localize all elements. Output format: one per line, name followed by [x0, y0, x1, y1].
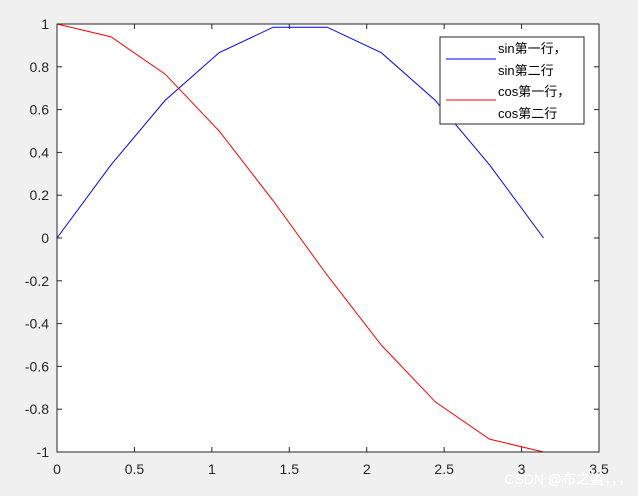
x-tick-label: 1 [208, 461, 216, 477]
x-tick-label: 0.5 [125, 461, 145, 477]
y-tick-label: -0.6 [25, 358, 49, 374]
y-tick-label: -0.4 [25, 316, 49, 332]
legend-cos-label-line1: cos第一行， [498, 84, 570, 99]
y-tick-label: 0.4 [30, 144, 50, 160]
series-layer [56, 23, 544, 453]
series-line-cos [56, 23, 544, 453]
y-tick-label: 0.6 [30, 102, 50, 118]
series-line-sin [56, 26, 544, 239]
y-tick-label: -0.2 [25, 273, 49, 289]
y-tick-label: 0.2 [30, 187, 50, 203]
watermark: CSDN @布之盗，，， [504, 471, 632, 487]
y-tick-label: -0.8 [25, 401, 49, 417]
legend: sin第一行， sin第二行 cos第一行， cos第二行 [439, 36, 585, 125]
x-tick-label: 0 [53, 461, 61, 477]
legend-cos-label-line2: cos第二行 [498, 106, 557, 121]
x-tick-label: 2.5 [434, 461, 454, 477]
x-tick-label: 3 [518, 461, 526, 477]
x-tick-label: 2 [363, 461, 371, 477]
x-tick-label: 1.5 [280, 461, 300, 477]
legend-box [439, 36, 585, 125]
y-tick-label: 0 [41, 230, 49, 246]
plot-frame [56, 23, 600, 453]
ticks-layer: 0 0.5 1 1.5 2 2.5 3 3.5 -1 -0.8 -0.6 -0.4 -0.2 0 0.2 0.… [25, 16, 609, 477]
legend-sin-label-line2: sin第二行 [498, 63, 554, 78]
y-tick-label: -1 [37, 444, 50, 460]
legend-sin-label-line1: sin第一行， [498, 41, 567, 56]
y-tick-label: 0.8 [30, 59, 50, 75]
y-tick-label: 1 [41, 16, 49, 32]
x-tick-label: 3.5 [589, 461, 609, 477]
